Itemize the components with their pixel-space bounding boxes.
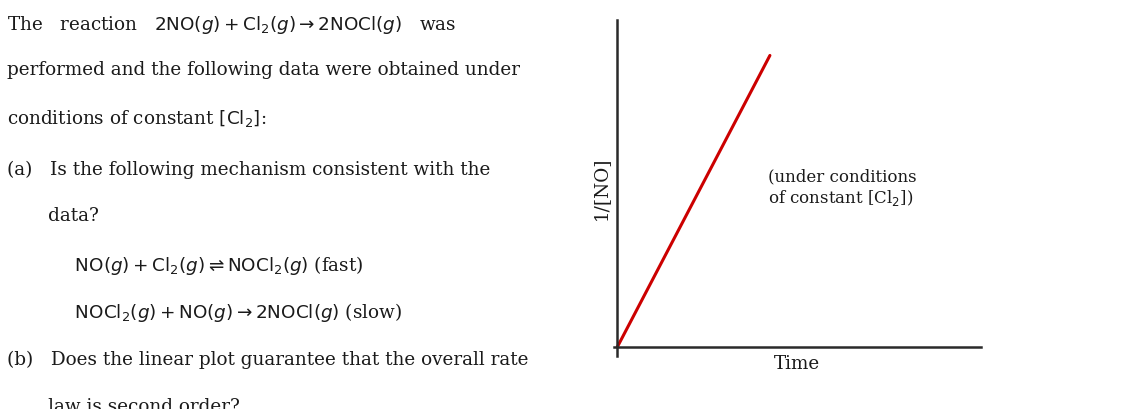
Text: The   reaction   $2\mathrm{NO}(g) + \mathrm{Cl_2}(g) \rightarrow 2\mathrm{NOCl}(: The reaction $2\mathrm{NO}(g) + \mathrm{… xyxy=(7,14,457,36)
Text: $\mathrm{NOCl_2}(g) + \mathrm{NO}(g) \rightarrow 2\mathrm{NOCl}(g)$ (slow): $\mathrm{NOCl_2}(g) + \mathrm{NO}(g) \ri… xyxy=(33,301,401,324)
Text: $\mathrm{NO}(g) + \mathrm{Cl_2}(g) \rightleftharpoons \mathrm{NOCl_2}(g)$ (fast): $\mathrm{NO}(g) + \mathrm{Cl_2}(g) \righ… xyxy=(33,254,364,277)
X-axis label: Time: Time xyxy=(774,355,820,373)
Text: conditions of constant $[\mathrm{Cl_2}]$:: conditions of constant $[\mathrm{Cl_2}]$… xyxy=(7,108,267,129)
Text: law is second order?: law is second order? xyxy=(7,398,240,409)
Text: (a)   Is the following mechanism consistent with the: (a) Is the following mechanism consisten… xyxy=(7,160,491,179)
Y-axis label: 1/[NO]: 1/[NO] xyxy=(592,156,610,220)
Text: (b)   Does the linear plot guarantee that the overall rate: (b) Does the linear plot guarantee that … xyxy=(7,351,529,369)
Text: performed and the following data were obtained under: performed and the following data were ob… xyxy=(7,61,521,79)
Text: (under conditions
of constant [Cl$_2$]): (under conditions of constant [Cl$_2$]) xyxy=(767,168,916,208)
Text: data?: data? xyxy=(7,207,100,225)
